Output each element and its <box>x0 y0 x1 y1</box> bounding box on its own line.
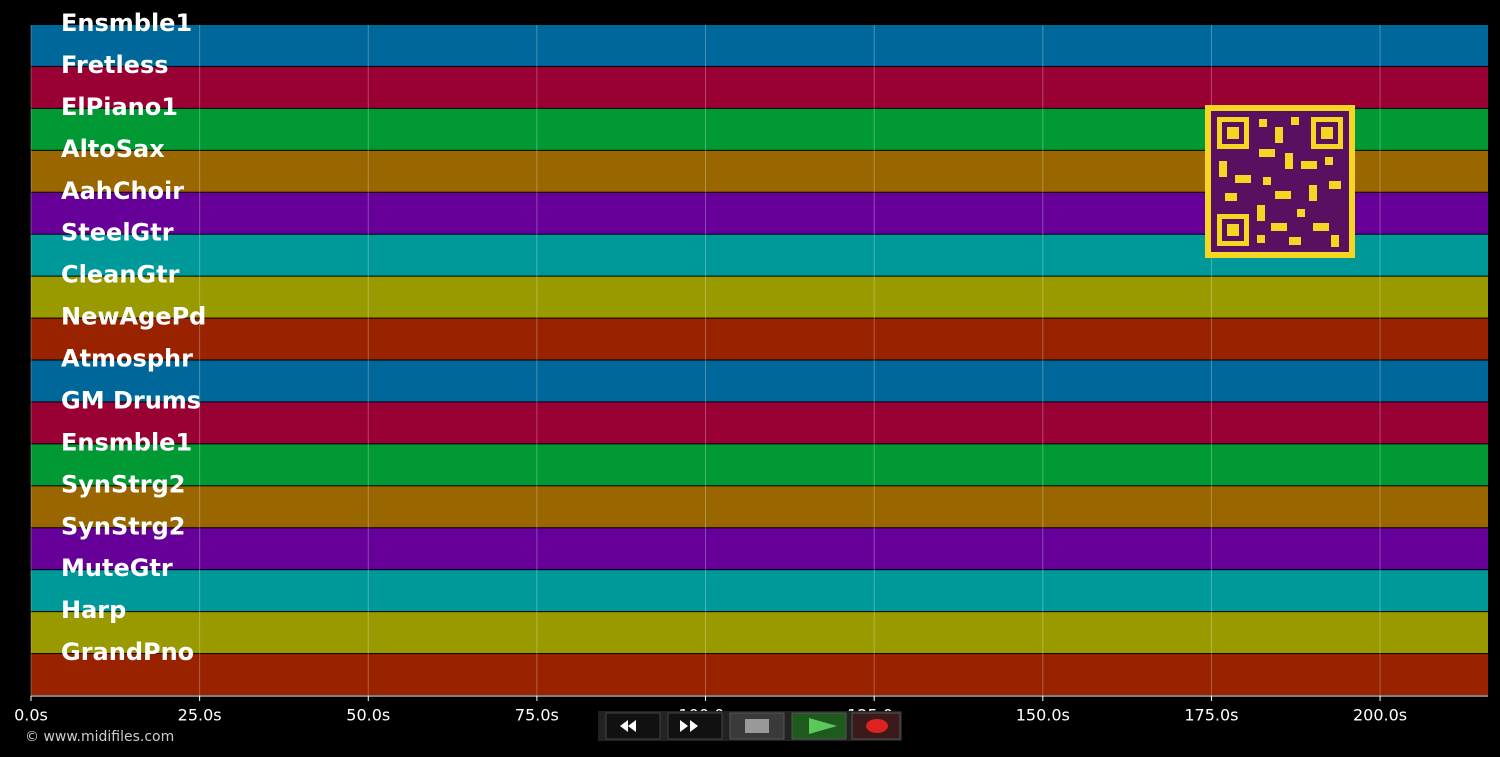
track-lane <box>31 570 1488 612</box>
track-label: CleanGtr <box>61 261 180 289</box>
track-label: AahChoir <box>61 177 184 205</box>
track-label: Atmosphr <box>61 345 193 373</box>
stop-button[interactable] <box>729 712 785 740</box>
track-label: Ensmble1 <box>61 9 192 37</box>
tick-label: 25.0s <box>178 706 222 725</box>
track-label: MuteGtr <box>61 554 173 582</box>
track-lane <box>31 360 1488 402</box>
track-label: Harp <box>61 596 126 624</box>
track-label: ElPiano1 <box>61 93 178 121</box>
track-label: SteelGtr <box>61 219 174 247</box>
track-lane <box>31 444 1488 486</box>
track-lane <box>31 402 1488 444</box>
track-lane <box>31 66 1488 108</box>
track-lane <box>31 486 1488 528</box>
tick-label: 75.0s <box>515 706 559 725</box>
transport-controls <box>598 711 902 741</box>
track-label: GrandPno <box>61 638 194 666</box>
track-label: Fretless <box>61 51 169 79</box>
record-button[interactable] <box>851 712 901 740</box>
track-label: SynStrg2 <box>61 512 186 540</box>
track-lane <box>31 654 1488 695</box>
track-lane <box>31 276 1488 318</box>
fast-forward-button[interactable] <box>667 712 723 740</box>
labels: Ensmble1 Fretless ElPiano1 AltoSax AahChoir S… <box>61 9 206 666</box>
track-label: NewAgePd <box>61 303 206 331</box>
track-label: AltoSax <box>61 135 165 163</box>
track-lane <box>31 612 1488 654</box>
play-button[interactable] <box>791 712 847 740</box>
tick-label: 150.0s <box>1016 706 1070 725</box>
track-label: Ensmble1 <box>61 428 192 456</box>
tick-label: 175.0s <box>1184 706 1238 725</box>
track-lane <box>31 318 1488 360</box>
qr-code <box>1205 105 1355 258</box>
tick-label: 200.0s <box>1353 706 1407 725</box>
tick-label: 50.0s <box>346 706 390 725</box>
track-label: GM Drums <box>61 386 201 414</box>
track-lane <box>31 25 1488 66</box>
tick-label: 0.0s <box>14 706 48 725</box>
track-lane <box>31 528 1488 570</box>
track-label: SynStrg2 <box>61 470 186 498</box>
rewind-button[interactable] <box>605 712 661 740</box>
copyright: © www.midifiles.com <box>25 729 174 745</box>
